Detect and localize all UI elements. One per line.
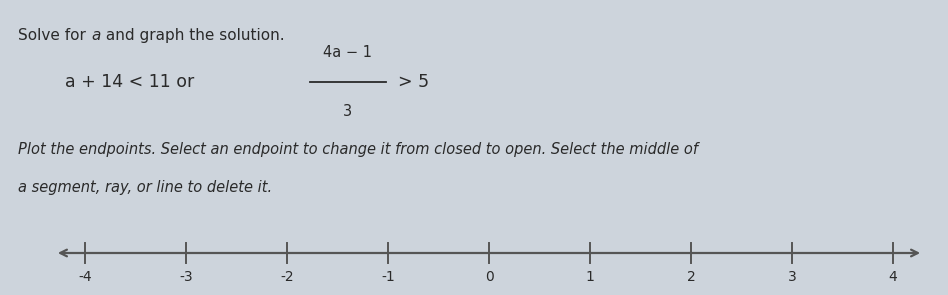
- Text: -3: -3: [179, 270, 192, 284]
- Text: a + 14 < 11 or: a + 14 < 11 or: [65, 73, 194, 91]
- Text: a segment, ray, or line to delete it.: a segment, ray, or line to delete it.: [18, 180, 272, 195]
- Text: Solve for: Solve for: [18, 28, 91, 43]
- Text: 0: 0: [484, 270, 493, 284]
- Text: a: a: [91, 28, 100, 43]
- Text: and graph the solution.: and graph the solution.: [101, 28, 284, 43]
- Text: 4: 4: [888, 270, 898, 284]
- Text: 2: 2: [686, 270, 696, 284]
- Text: > 5: > 5: [398, 73, 429, 91]
- Text: 1: 1: [586, 270, 594, 284]
- Text: Plot the endpoints. Select an endpoint to change it from closed to open. Select : Plot the endpoints. Select an endpoint t…: [18, 142, 698, 157]
- Text: 3: 3: [788, 270, 796, 284]
- Text: -4: -4: [78, 270, 92, 284]
- Text: 3: 3: [343, 104, 353, 119]
- Text: -1: -1: [381, 270, 395, 284]
- Text: 4a − 1: 4a − 1: [323, 45, 373, 60]
- Text: -2: -2: [281, 270, 294, 284]
